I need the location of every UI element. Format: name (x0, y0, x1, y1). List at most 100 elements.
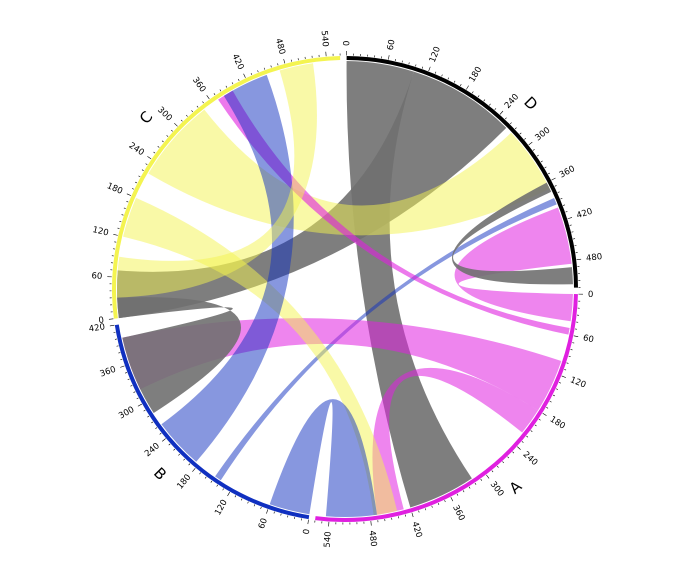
tick-mark (162, 438, 166, 442)
tick-label-D-360: 360 (558, 164, 577, 180)
tick-mark (231, 82, 234, 85)
tick-label-A-120: 120 (568, 375, 587, 390)
tick-label-A-360: 360 (450, 504, 466, 523)
tick-label-B-120: 120 (213, 498, 230, 517)
tick-label-C-240: 240 (127, 141, 146, 158)
tick-mark (143, 409, 146, 412)
tick-mark (166, 135, 169, 137)
tick-mark (576, 258, 582, 260)
tick-mark (138, 175, 141, 178)
tick-mark (192, 467, 196, 472)
tick-mark (126, 201, 129, 203)
tick-mark (517, 446, 521, 450)
tick-mark (496, 465, 499, 468)
sectors-layer (111, 56, 578, 523)
chord-D-C-1 (116, 71, 507, 319)
tick-mark (130, 385, 133, 387)
tick-mark (450, 497, 454, 502)
tick-mark (562, 204, 566, 206)
tick-mark (260, 506, 262, 509)
tick-mark (569, 224, 572, 226)
tick-mark (521, 441, 524, 443)
tick-mark (183, 458, 186, 461)
tick-mark (243, 73, 246, 78)
tick-label-B-300: 300 (117, 405, 136, 422)
tick-mark (477, 95, 480, 98)
tick-mark (257, 70, 259, 73)
tick-mark (431, 505, 433, 508)
tick-mark (554, 185, 557, 187)
tick-mark (234, 495, 237, 498)
chord-A-B-10 (269, 399, 377, 517)
tick-mark (137, 403, 142, 407)
tick-mark (147, 156, 152, 160)
tick-mark (526, 435, 529, 438)
tick-mark (456, 493, 459, 496)
tick-mark (109, 324, 115, 327)
tick-mark (174, 122, 178, 127)
tick-mark (418, 510, 420, 513)
tick-mark (121, 214, 124, 216)
tick-mark (466, 85, 469, 90)
tick-mark (263, 67, 266, 70)
tick-label-A-0: 0 (588, 290, 594, 300)
tick-mark (119, 221, 122, 223)
tick-mark (168, 443, 171, 446)
tick-mark (277, 63, 279, 66)
tick-mark (530, 430, 533, 432)
tick-mark (528, 141, 533, 146)
tick-mark (555, 388, 559, 390)
tick-mark (424, 508, 427, 511)
tick-mark (514, 127, 517, 130)
tick-mark (548, 172, 551, 175)
tick-mark (512, 451, 515, 454)
tick-label-C-60: 60 (91, 271, 102, 282)
tick-mark (509, 122, 512, 125)
tick-mark (204, 476, 207, 479)
tick-mark (126, 193, 132, 196)
tick-label-C-420: 420 (230, 53, 246, 72)
tick-mark (524, 137, 527, 140)
tick-mark (117, 227, 120, 229)
chord-D-A-4 (454, 207, 573, 322)
tick-mark (499, 110, 504, 115)
tick-mark (388, 55, 390, 60)
tick-mark (250, 72, 253, 76)
tick-mark (120, 358, 123, 361)
tick-mark (191, 110, 194, 113)
tick-mark (444, 500, 446, 503)
tick-mark (471, 91, 474, 94)
tick-mark (240, 498, 243, 501)
tick-mark (273, 511, 275, 514)
tick-label-A-420: 420 (409, 521, 423, 539)
chord-C-C-13 (116, 63, 317, 298)
tick-mark (502, 461, 505, 464)
tick-mark (118, 352, 121, 354)
tick-label-B-180: 180 (175, 473, 193, 492)
tick-label-A-300: 300 (488, 480, 506, 499)
tick-label-B-360: 360 (99, 365, 118, 380)
tick-mark (127, 378, 130, 380)
tick-label-D-240: 240 (503, 92, 521, 111)
tick-mark (124, 372, 128, 374)
tick-mark (238, 78, 240, 81)
tick-mark (370, 521, 372, 526)
tick-label-D-180: 180 (467, 65, 484, 84)
tick-mark (564, 369, 567, 371)
tick-mark (216, 484, 219, 487)
tick-mark (188, 463, 191, 466)
tick-label-D-60: 60 (386, 39, 398, 51)
tick-label-C-540: 540 (319, 30, 330, 47)
tick-mark (483, 99, 486, 102)
tick-mark (206, 95, 210, 100)
tick-label-B-420: 420 (88, 322, 106, 334)
tick-mark (185, 114, 188, 117)
tick-mark (196, 105, 199, 108)
tick-mark (283, 58, 286, 64)
tick-label-C-180: 180 (105, 181, 124, 197)
tick-mark (133, 391, 136, 393)
group-label-A: A (506, 477, 526, 498)
tick-mark (468, 486, 471, 489)
tick-mark (480, 478, 483, 481)
